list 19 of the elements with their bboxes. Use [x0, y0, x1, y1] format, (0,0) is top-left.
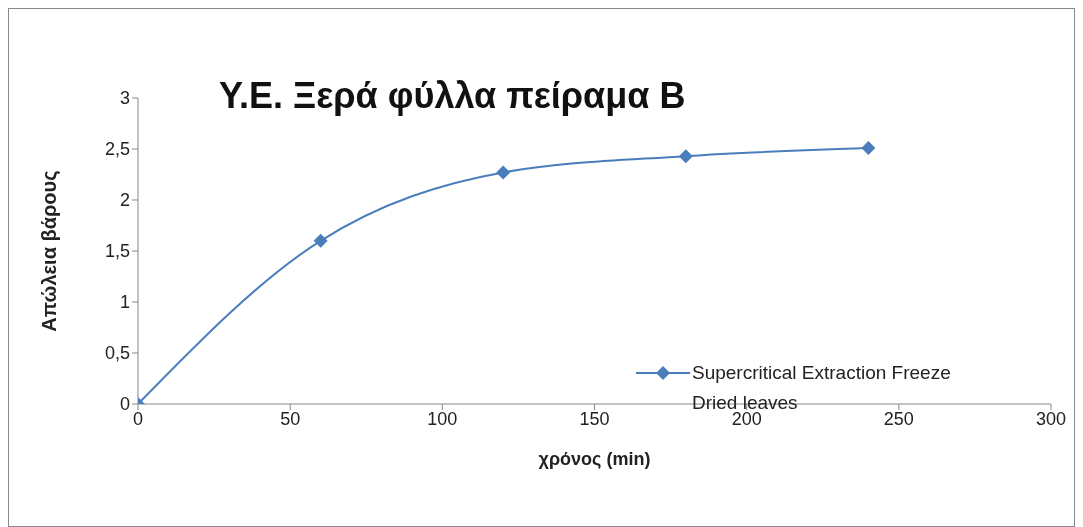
y-tick-label: 1,5	[104, 241, 130, 262]
y-axis-title: Απώλεια βάρους	[38, 170, 61, 332]
y-tick-label: 1	[119, 292, 130, 313]
point	[861, 140, 876, 155]
x-tick-label: 150	[579, 408, 610, 429]
y-tick-label: 2,5	[104, 139, 130, 160]
point	[313, 233, 328, 248]
y-tick-label: 2	[119, 190, 130, 211]
x-axis-title: χρόνος (min)	[538, 449, 651, 469]
x-tick-label: 50	[280, 408, 301, 429]
y-tick-label: 0	[119, 394, 130, 415]
x-tick-label: 0	[132, 408, 144, 429]
y-tick-label: 0,5	[104, 343, 130, 364]
x-tick-label: 100	[427, 408, 458, 429]
chart-title: Υ.Ε. Ξερά φύλλα πείραμα Β	[219, 75, 686, 117]
point	[496, 165, 511, 180]
x-tick-label: 300	[1035, 408, 1067, 429]
point	[678, 149, 693, 164]
y-tick-label: 3	[119, 88, 130, 109]
